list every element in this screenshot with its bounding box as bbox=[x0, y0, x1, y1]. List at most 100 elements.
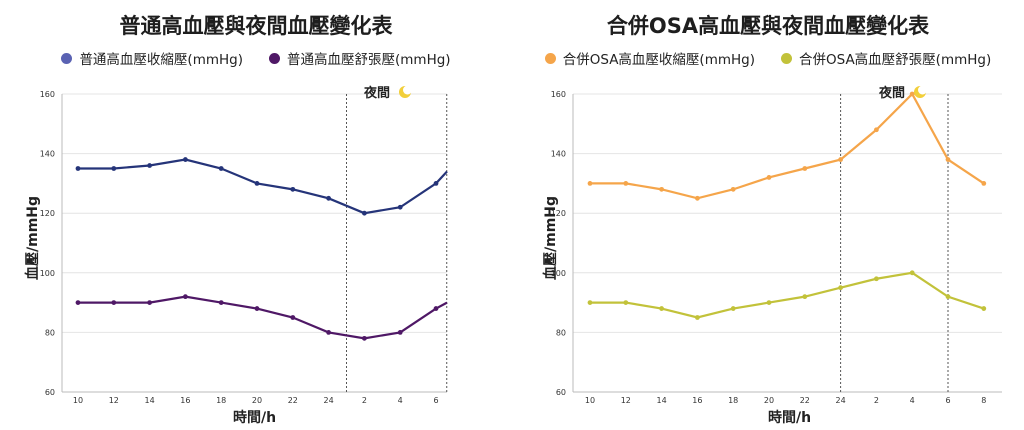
y-tick-label: 160 bbox=[551, 90, 566, 99]
legend-marker-icon bbox=[544, 52, 556, 64]
data-point bbox=[362, 335, 367, 341]
legend-item-diastolic: 普通高血壓舒張壓(mmHg) bbox=[269, 48, 451, 68]
y-tick-label: 120 bbox=[40, 209, 55, 218]
y-tick-label: 140 bbox=[551, 150, 566, 159]
y-tick-label: 60 bbox=[45, 388, 55, 397]
data-point bbox=[909, 91, 915, 97]
x-tick-label: 10 bbox=[585, 396, 595, 405]
legend-item-systolic: 合併OSA高血壓收縮壓(mmHg) bbox=[544, 48, 755, 68]
data-point bbox=[433, 181, 439, 186]
data-point bbox=[730, 306, 736, 311]
data-point bbox=[981, 306, 987, 311]
y-tick-label: 80 bbox=[556, 328, 566, 337]
night-label: 夜間 bbox=[879, 82, 928, 101]
data-point bbox=[945, 157, 951, 162]
chart-panel-osa: 合併OSA高血壓與夜間血壓變化表 合併OSA高血壓收縮壓(mmHg) 合併OSA… bbox=[512, 0, 1024, 430]
y-tick-label: 60 bbox=[556, 388, 566, 397]
x-tick-label: 18 bbox=[216, 396, 226, 405]
data-point bbox=[290, 186, 296, 192]
x-tick-label: 20 bbox=[252, 396, 262, 405]
x-tick-label: 12 bbox=[621, 396, 631, 405]
x-axis-label: 時間/h bbox=[768, 410, 812, 426]
data-point bbox=[218, 300, 224, 305]
y-tick-label: 100 bbox=[40, 269, 55, 278]
x-tick-label: 22 bbox=[800, 396, 810, 405]
data-point bbox=[362, 210, 367, 216]
data-point bbox=[659, 306, 664, 311]
data-point bbox=[290, 315, 296, 320]
series-line-systolic bbox=[590, 92, 985, 200]
data-point bbox=[326, 330, 331, 335]
x-tick-label: 24 bbox=[836, 396, 846, 405]
legend-item-systolic: 普通高血壓收縮壓(mmHg) bbox=[61, 48, 243, 68]
data-point bbox=[874, 276, 879, 282]
data-point bbox=[981, 181, 987, 186]
data-point bbox=[147, 300, 153, 305]
x-tick-label: 24 bbox=[324, 396, 334, 405]
x-tick-label: 22 bbox=[288, 396, 298, 405]
x-axis-label: 時間/h bbox=[233, 410, 277, 426]
data-point bbox=[433, 306, 439, 311]
night-label-text: 夜間 bbox=[879, 86, 906, 101]
data-point bbox=[254, 181, 260, 186]
data-point bbox=[111, 300, 117, 305]
night-label: 夜間 bbox=[364, 82, 413, 101]
series-line-diastolic bbox=[78, 295, 448, 340]
data-point bbox=[587, 300, 593, 305]
x-tick-label: 14 bbox=[145, 396, 155, 405]
x-tick-label: 6 bbox=[433, 396, 438, 405]
data-point bbox=[766, 175, 772, 180]
data-point bbox=[659, 186, 664, 192]
data-point bbox=[397, 330, 403, 335]
x-tick-label: 2 bbox=[362, 396, 367, 405]
data-point bbox=[183, 294, 188, 300]
data-point bbox=[695, 195, 700, 201]
data-point bbox=[218, 166, 224, 171]
chart-title: 普通高血壓與夜間血壓變化表 bbox=[119, 14, 393, 38]
x-tick-label: 2 bbox=[874, 396, 879, 405]
data-point bbox=[838, 285, 843, 291]
x-tick-label: 6 bbox=[945, 396, 950, 405]
y-tick-label: 100 bbox=[551, 269, 566, 278]
legend-label: 合併OSA高血壓收縮壓(mmHg) bbox=[562, 52, 755, 68]
data-point bbox=[730, 186, 736, 192]
y-tick-label: 120 bbox=[551, 209, 566, 218]
data-point bbox=[183, 157, 188, 162]
x-tick-label: 4 bbox=[910, 396, 915, 405]
y-tick-label: 160 bbox=[40, 90, 55, 99]
x-tick-label: 10 bbox=[73, 396, 83, 405]
x-tick-label: 20 bbox=[764, 396, 774, 405]
legend-marker-icon bbox=[61, 52, 73, 64]
data-point bbox=[254, 306, 260, 311]
data-point bbox=[75, 166, 81, 171]
x-tick-label: 16 bbox=[692, 396, 702, 405]
y-axis-label: 血壓/mmHg bbox=[543, 195, 559, 280]
x-tick-label: 18 bbox=[728, 396, 738, 405]
data-point bbox=[802, 166, 808, 171]
moon-icon bbox=[914, 85, 928, 98]
data-point bbox=[111, 166, 117, 171]
data-point bbox=[623, 300, 629, 305]
data-point bbox=[397, 204, 403, 210]
chart-panel-normal: 普通高血壓與夜間血壓變化表 普通高血壓收縮壓(mmHg) 普通高血壓舒張壓(mm… bbox=[0, 14, 512, 426]
data-point bbox=[945, 294, 951, 300]
data-point bbox=[766, 300, 772, 305]
chart-title: 合併OSA高血壓與夜間血壓變化表 bbox=[606, 14, 930, 38]
data-point bbox=[326, 195, 331, 201]
legend-label: 合併OSA高血壓舒張壓(mmHg) bbox=[799, 52, 992, 68]
x-tick-label: 4 bbox=[398, 396, 403, 405]
data-point bbox=[147, 163, 153, 168]
legend: 普通高血壓收縮壓(mmHg) 普通高血壓舒張壓(mmHg) bbox=[0, 48, 512, 68]
data-point bbox=[909, 270, 915, 276]
data-point bbox=[623, 181, 629, 186]
x-tick-label: 8 bbox=[981, 396, 986, 405]
data-point bbox=[695, 315, 700, 320]
x-tick-label: 14 bbox=[657, 396, 667, 405]
data-point bbox=[75, 300, 81, 305]
y-axis-label: 血壓/mmHg bbox=[25, 195, 41, 280]
legend-marker-icon bbox=[781, 52, 792, 64]
series-line-systolic bbox=[78, 158, 448, 215]
data-point bbox=[838, 157, 843, 162]
